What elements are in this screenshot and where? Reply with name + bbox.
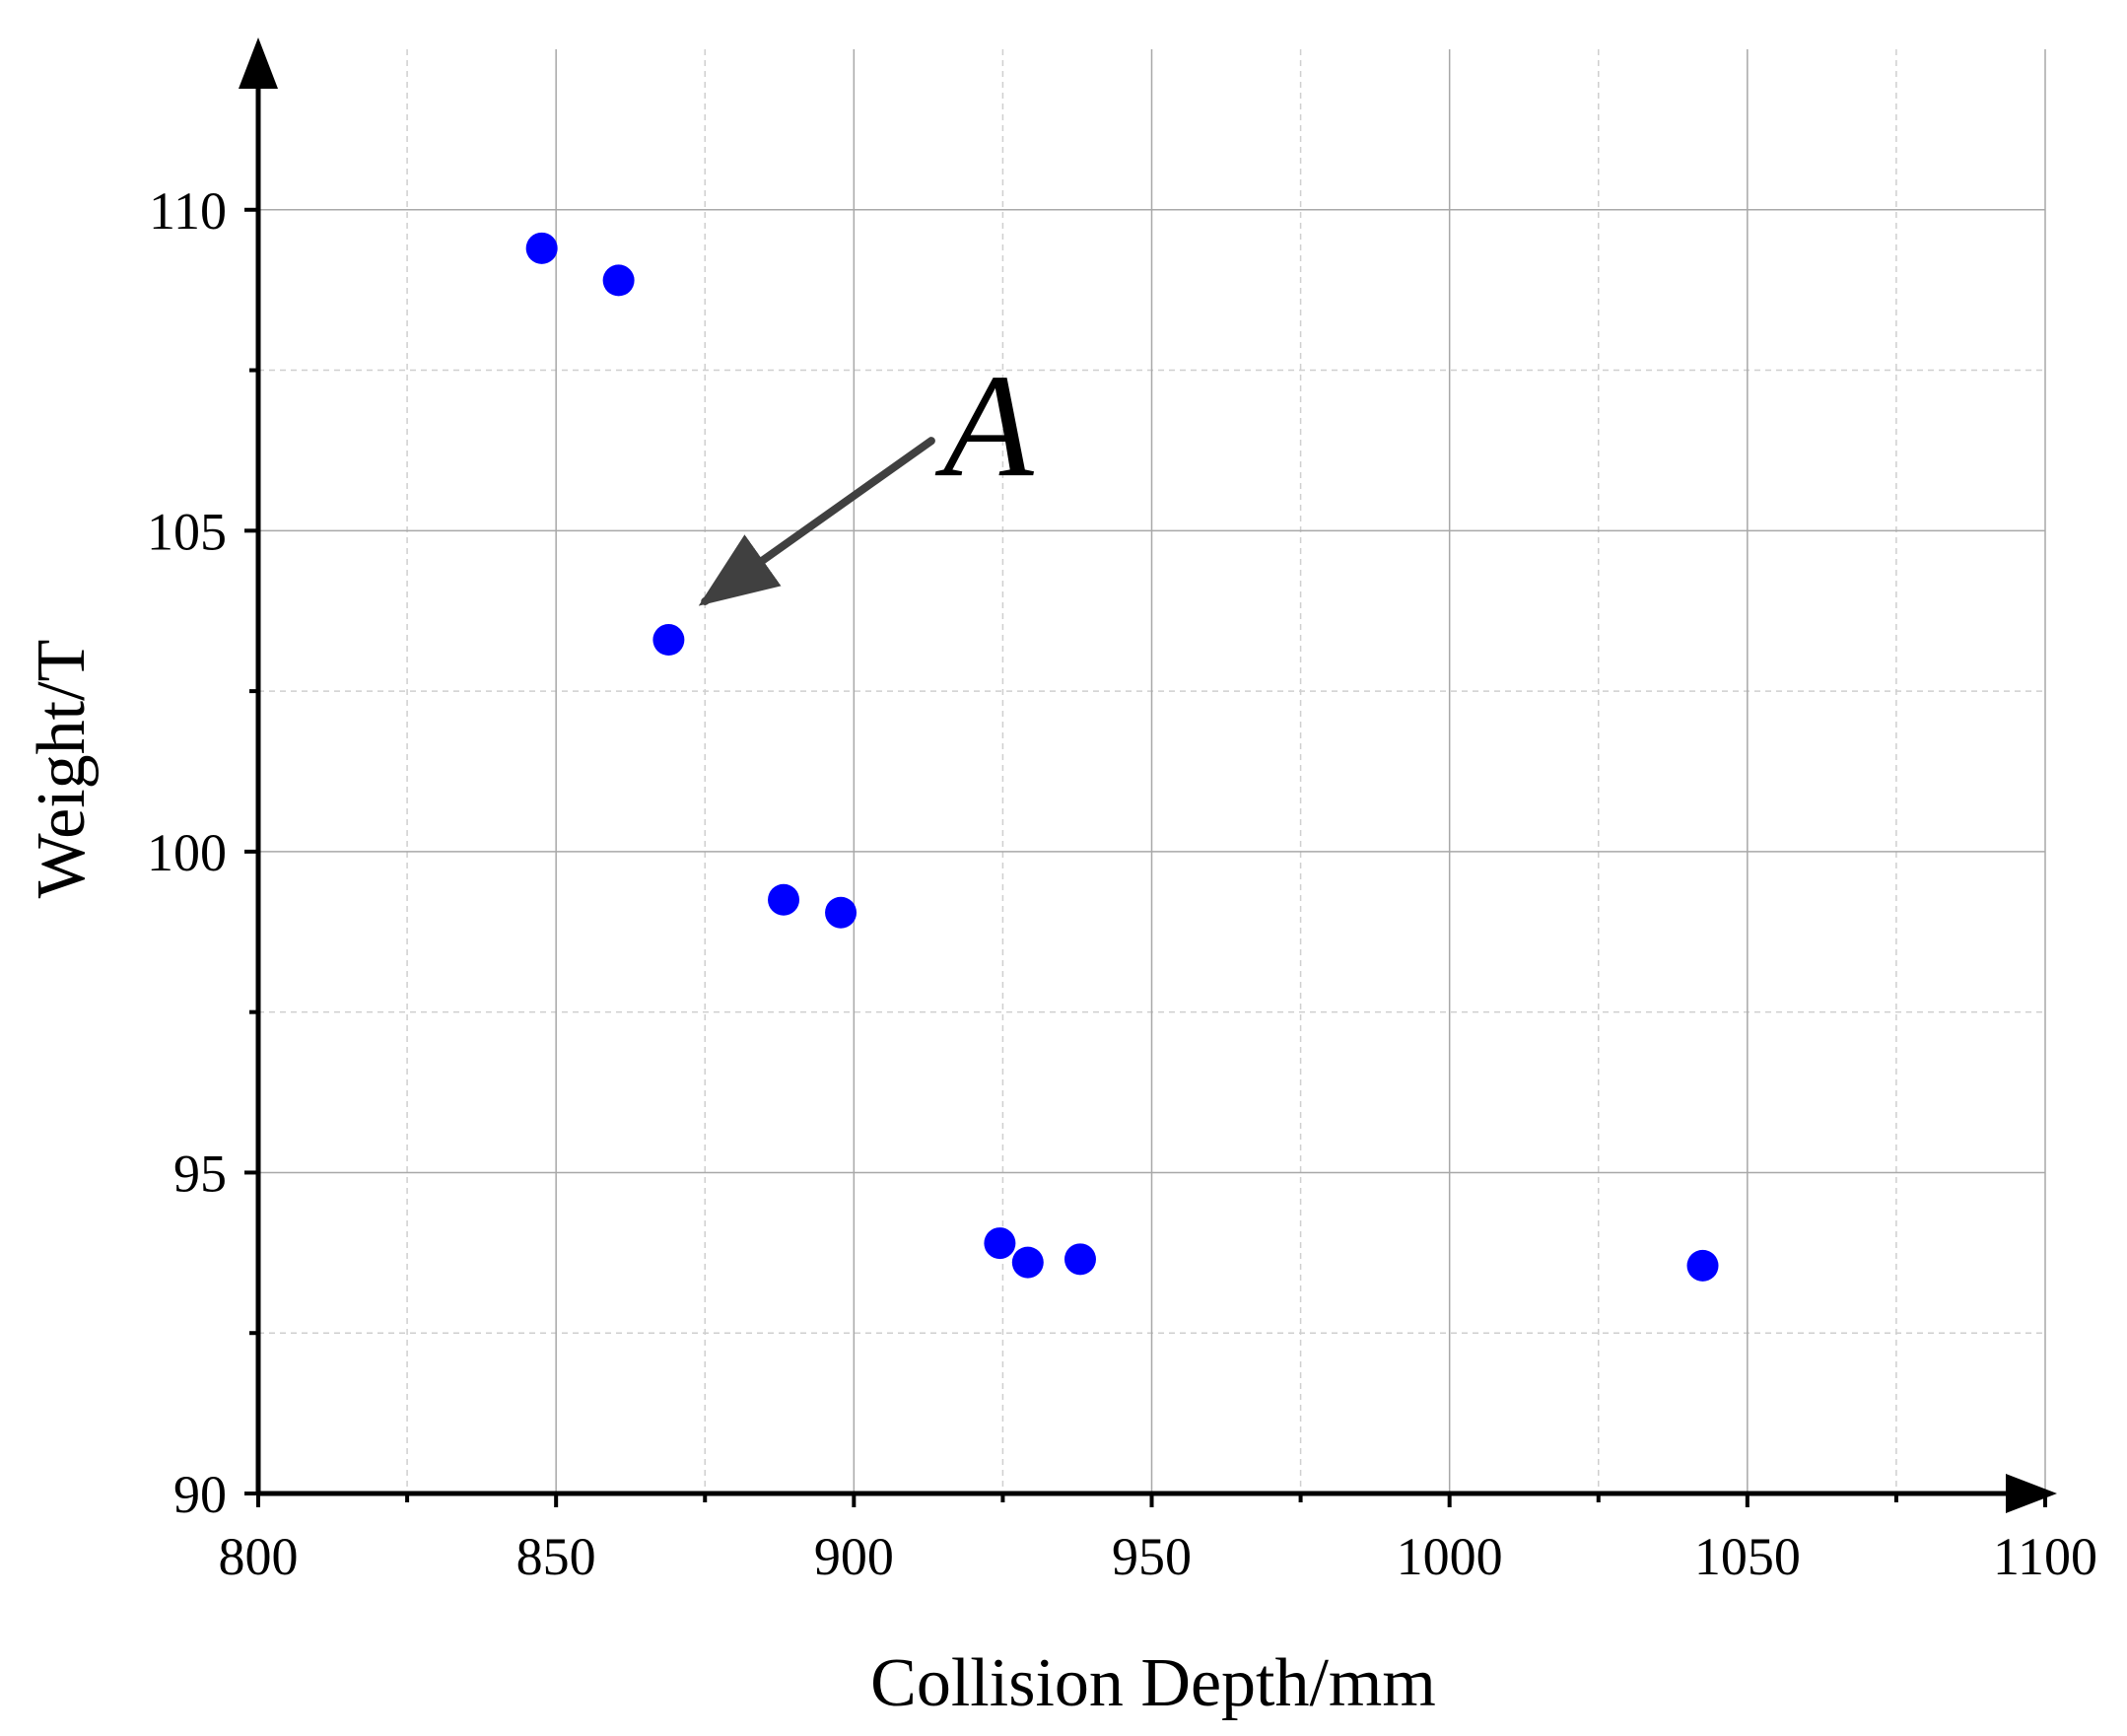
x-tick-label: 1100 <box>1993 1527 2097 1586</box>
data-point <box>525 232 558 264</box>
grid <box>258 49 2046 1493</box>
y-axis-title: Weight/T <box>24 640 100 899</box>
y-axis-arrowhead <box>239 37 278 89</box>
y-tick-label: 105 <box>147 502 227 561</box>
y-tick-label: 110 <box>149 181 227 241</box>
data-point <box>1064 1243 1096 1276</box>
y-tick-label: 95 <box>173 1144 227 1203</box>
data-point <box>825 896 858 929</box>
x-tick-label: 900 <box>814 1527 894 1586</box>
x-tick-label: 800 <box>219 1527 299 1586</box>
data-point <box>602 264 635 297</box>
x-tick-label: 850 <box>516 1527 596 1586</box>
annotation: A <box>698 344 1035 606</box>
annotation-arrow <box>698 437 935 606</box>
data-point <box>768 883 800 916</box>
data-point <box>1011 1246 1044 1279</box>
y-tick-label: 90 <box>173 1465 227 1524</box>
y-tick-label: 100 <box>147 823 227 882</box>
axes: 800 850 900 950 1000 1050 1100 90 95 100 105 110 <box>147 37 2097 1586</box>
x-tick-label: 950 <box>1112 1527 1192 1586</box>
data-points <box>525 232 1719 1282</box>
x-axis-arrowhead <box>2006 1474 2057 1513</box>
data-point <box>1686 1249 1719 1282</box>
x-tick-label: 1000 <box>1397 1527 1503 1586</box>
data-point <box>652 624 685 657</box>
x-tick-label: 1050 <box>1694 1527 1801 1586</box>
annotation-label: A <box>934 344 1035 508</box>
x-axis-title: Collision Depth/mm <box>870 1645 1436 1721</box>
data-point <box>984 1227 1016 1260</box>
